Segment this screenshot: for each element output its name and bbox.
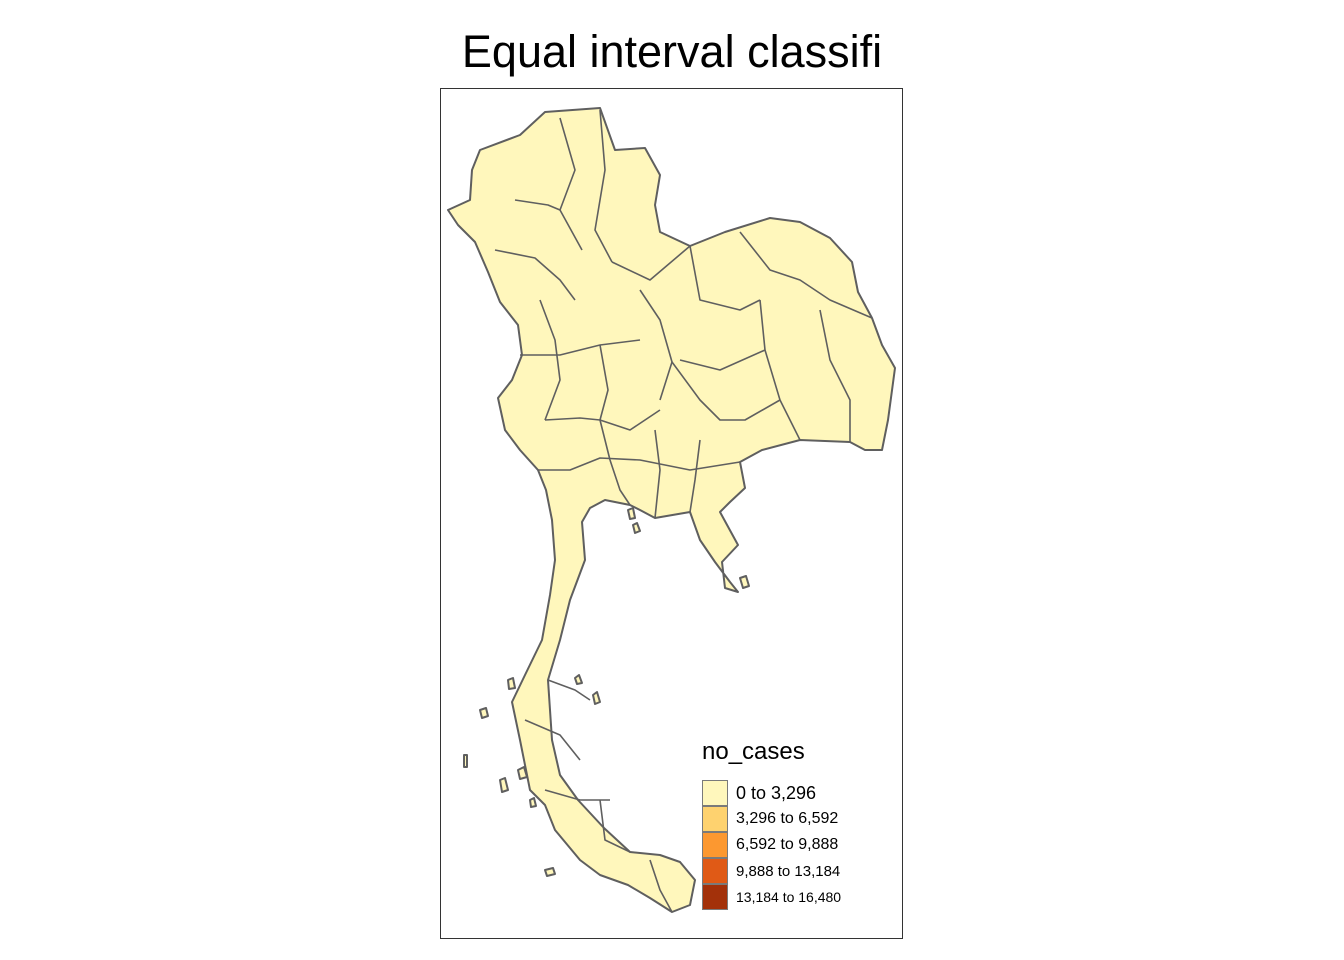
legend-label: 9,888 to 13,184 [736, 862, 841, 880]
province-border [594, 109, 613, 263]
province-border [559, 117, 583, 251]
island [574, 674, 583, 685]
province-border [671, 361, 781, 421]
legend-label: 13,184 to 16,480 [736, 889, 842, 905]
country-outline [447, 107, 896, 913]
island [479, 707, 489, 719]
province-border [679, 349, 766, 371]
province-border [599, 344, 611, 461]
province-border [639, 289, 673, 401]
province-border [739, 231, 873, 319]
province-border [649, 859, 673, 913]
legend-swatch [702, 780, 728, 806]
map-title: Equal interval classifi [461, 26, 883, 77]
legend-swatch [702, 806, 728, 832]
island [507, 677, 516, 690]
islands [463, 507, 750, 877]
map-frame [440, 88, 903, 939]
province-border [524, 719, 581, 761]
province-border [520, 339, 641, 356]
province-border [494, 249, 576, 301]
legend-title: no_cases [702, 738, 805, 765]
province-border [544, 409, 661, 431]
thailand-outline [447, 107, 896, 913]
legend-label: 3,296 to 6,592 [736, 810, 839, 827]
legend-item: 3,296 to 6,592 [702, 806, 841, 832]
province-border [514, 199, 561, 211]
island [632, 522, 641, 534]
province-border [689, 245, 761, 311]
province-border [547, 679, 591, 701]
province-borders [494, 109, 873, 913]
legend-item: 13,184 to 16,480 [702, 884, 841, 910]
legend-item: 0 to 3,296 [702, 780, 841, 806]
island [517, 766, 528, 780]
island [739, 575, 750, 589]
island [499, 777, 509, 793]
island [529, 797, 537, 808]
legend-items: 0 to 3,296 3,296 to 6,592 6,592 to 9,888 9,… [702, 780, 841, 910]
province-border [609, 459, 631, 506]
province-border [611, 245, 691, 281]
legend-label: 6,592 to 9,888 [736, 836, 839, 853]
province-border [539, 299, 561, 421]
island [463, 754, 468, 768]
legend-swatch [702, 884, 728, 910]
island [627, 507, 636, 520]
province-border [599, 799, 631, 853]
province-border [819, 309, 851, 442]
legend-swatch [702, 858, 728, 884]
map-legend: no_cases 0 to 3,296 3,296 to 6,592 6,592 t… [702, 738, 841, 910]
province-border [759, 299, 801, 441]
province-border [689, 439, 701, 513]
legend-swatch [702, 832, 728, 858]
legend-item: 6,592 to 9,888 [702, 832, 841, 858]
province-border [538, 457, 741, 471]
province-border [654, 429, 661, 519]
legend-item: 9,888 to 13,184 [702, 858, 841, 884]
legend-label: 0 to 3,296 [736, 782, 817, 803]
island [544, 867, 556, 877]
island [592, 691, 601, 705]
